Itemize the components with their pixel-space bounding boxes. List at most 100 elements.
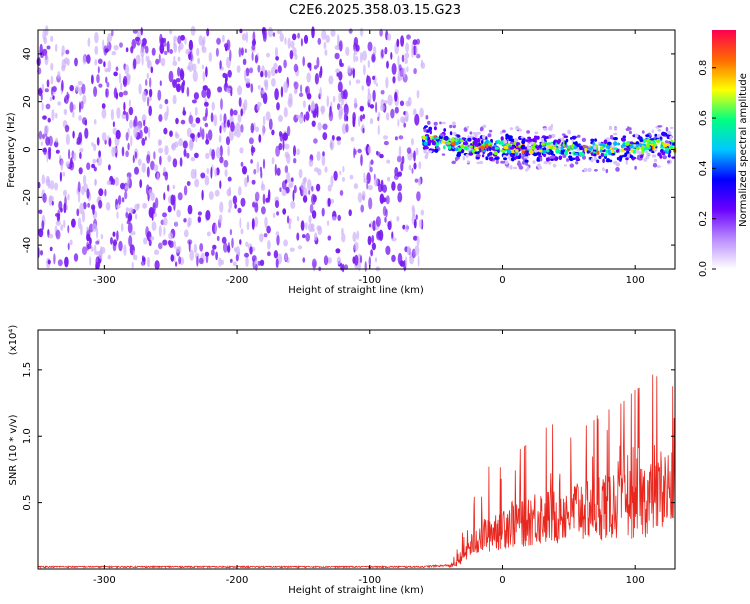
spectrogram-signal-cell — [467, 137, 472, 142]
spectrogram-noise-cell — [400, 35, 405, 47]
spectrogram-noise-cell — [187, 239, 193, 245]
spectrogram-signal-cell — [532, 160, 536, 165]
spectrogram-noise-cell — [163, 226, 166, 236]
spectrogram-signal-cell — [661, 151, 666, 156]
spectrogram-noise-cell — [222, 34, 225, 43]
spectrogram-signal-cell — [634, 165, 637, 170]
spectrogram-noise-cell — [372, 75, 376, 80]
spectrogram-noise-cell — [128, 106, 134, 116]
spectrogram-noise-cell — [82, 246, 87, 256]
spectrogram-noise-cell — [118, 240, 123, 252]
spectrogram-noise-cell — [174, 261, 178, 267]
spectrogram-noise-cell — [406, 66, 409, 73]
spectrogram-noise-cell — [318, 70, 322, 79]
spectrogram-noise-cell — [341, 263, 345, 273]
spectrogram-noise-cell — [204, 113, 208, 118]
spectrogram-signal-cell — [488, 129, 493, 133]
spectrogram-noise-cell — [187, 204, 193, 215]
spectrogram-signal-cell — [449, 131, 453, 136]
spectrogram-noise-cell — [415, 45, 418, 57]
spectrogram-noise-cell — [86, 226, 90, 232]
spectrogram-noise-cell — [179, 68, 184, 76]
spectrogram-noise-cell — [332, 95, 336, 103]
spectrogram-noise-cell — [133, 58, 137, 70]
spectrogram-noise-cell — [404, 57, 408, 65]
spectrogram-noise-cell — [81, 185, 85, 196]
spectrogram-noise-cell — [116, 211, 119, 219]
spectrogram-noise-cell — [164, 50, 168, 56]
spectrogram-noise-cell — [105, 88, 108, 98]
spectrogram-signal-cell — [640, 154, 644, 159]
spectrogram-noise-cell — [272, 212, 276, 219]
spectrogram-signal-cell — [651, 129, 654, 134]
spectrogram-noise-cell — [58, 200, 63, 211]
spectrogram-noise-cell — [406, 34, 411, 40]
spectrogram-noise-cell — [279, 132, 284, 142]
spectrogram-signal-cell — [654, 133, 658, 138]
spectrogram-signal-cell — [482, 151, 485, 155]
spectrogram-noise-cell — [51, 109, 55, 121]
spectrogram-noise-cell — [360, 154, 363, 167]
spectrogram-noise-cell — [290, 200, 296, 209]
spectrogram-signal-cell — [542, 149, 547, 154]
spectrogram-noise-cell — [199, 243, 204, 252]
spectrogram-noise-cell — [54, 43, 58, 52]
spectrogram-noise-cell — [227, 176, 232, 182]
spectrogram-noise-cell — [160, 57, 166, 67]
spectrogram-signal-cell — [657, 125, 663, 128]
spectrogram-signal-cell — [652, 139, 656, 144]
spectrogram-noise-cell — [384, 216, 387, 223]
spectrogram-noise-cell — [297, 32, 300, 39]
spectrogram-noise-cell — [207, 129, 213, 141]
spectrogram-signal-cell — [431, 141, 436, 146]
spectrogram-noise-cell — [84, 127, 89, 139]
spectrogram-signal-cell — [571, 157, 576, 161]
spectrogram-noise-cell — [69, 239, 73, 246]
spectrogram-noise-cell — [77, 190, 81, 203]
spectrogram-noise-cell — [94, 32, 99, 44]
spectrogram-noise-cell — [139, 179, 143, 189]
spectrogram-noise-cell — [201, 189, 204, 201]
spectrogram-noise-cell — [134, 166, 139, 175]
spectrogram-noise-cell — [396, 216, 400, 222]
spectrogram-noise-cell — [353, 183, 359, 190]
spectrogram-noise-cell — [44, 88, 49, 93]
spectrogram-noise-cell — [177, 192, 183, 201]
spectrogram-noise-cell — [397, 119, 400, 127]
spectrogram-noise-cell — [283, 81, 289, 94]
spectrogram-signal-cell — [579, 152, 585, 157]
spectrogram-noise-cell — [64, 196, 67, 208]
spectrogram-signal-cell — [645, 139, 650, 143]
spectrogram-noise-cell — [404, 52, 410, 59]
spectrogram-noise-cell — [212, 244, 217, 250]
spectrogram-noise-cell — [120, 82, 123, 91]
spectrogram-noise-cell — [95, 240, 100, 245]
spectrogram-noise-cell — [106, 81, 110, 88]
spectrogram-noise-cell — [104, 48, 109, 53]
spectrogram-noise-cell — [162, 212, 167, 218]
spectrogram-noise-cell — [173, 55, 176, 62]
spectrogram-signal-cell — [462, 156, 466, 161]
spectrogram-noise-cell — [244, 48, 247, 54]
spectrogram-noise-cell — [321, 207, 325, 217]
spectrogram-noise-cell — [327, 235, 332, 241]
spectrogram-noise-cell — [250, 146, 256, 153]
spectrogram-y-tick-label: -20 — [22, 189, 33, 205]
spectrogram-noise-cell — [112, 231, 116, 237]
spectrogram-noise-cell — [144, 136, 147, 141]
spectrogram-noise-cell — [390, 108, 395, 119]
spectrogram-noise-cell — [290, 40, 295, 49]
spectrogram-noise-cell — [327, 184, 332, 192]
spectrogram-noise-cell — [398, 145, 402, 157]
spectrogram-noise-cell — [238, 97, 242, 108]
spectrogram-noise-cell — [412, 207, 416, 217]
spectrogram-noise-cell — [201, 89, 207, 99]
spectrogram-noise-cell — [345, 46, 350, 56]
spectrogram-noise-cell — [66, 58, 70, 66]
spectrogram-signal-cell — [542, 127, 548, 131]
spectrogram-noise-cell — [230, 89, 233, 97]
spectrogram-noise-cell — [49, 180, 55, 190]
spectrogram-noise-cell — [96, 156, 102, 167]
spectrogram-noise-cell — [293, 63, 299, 73]
spectrogram-noise-cell — [308, 159, 314, 167]
